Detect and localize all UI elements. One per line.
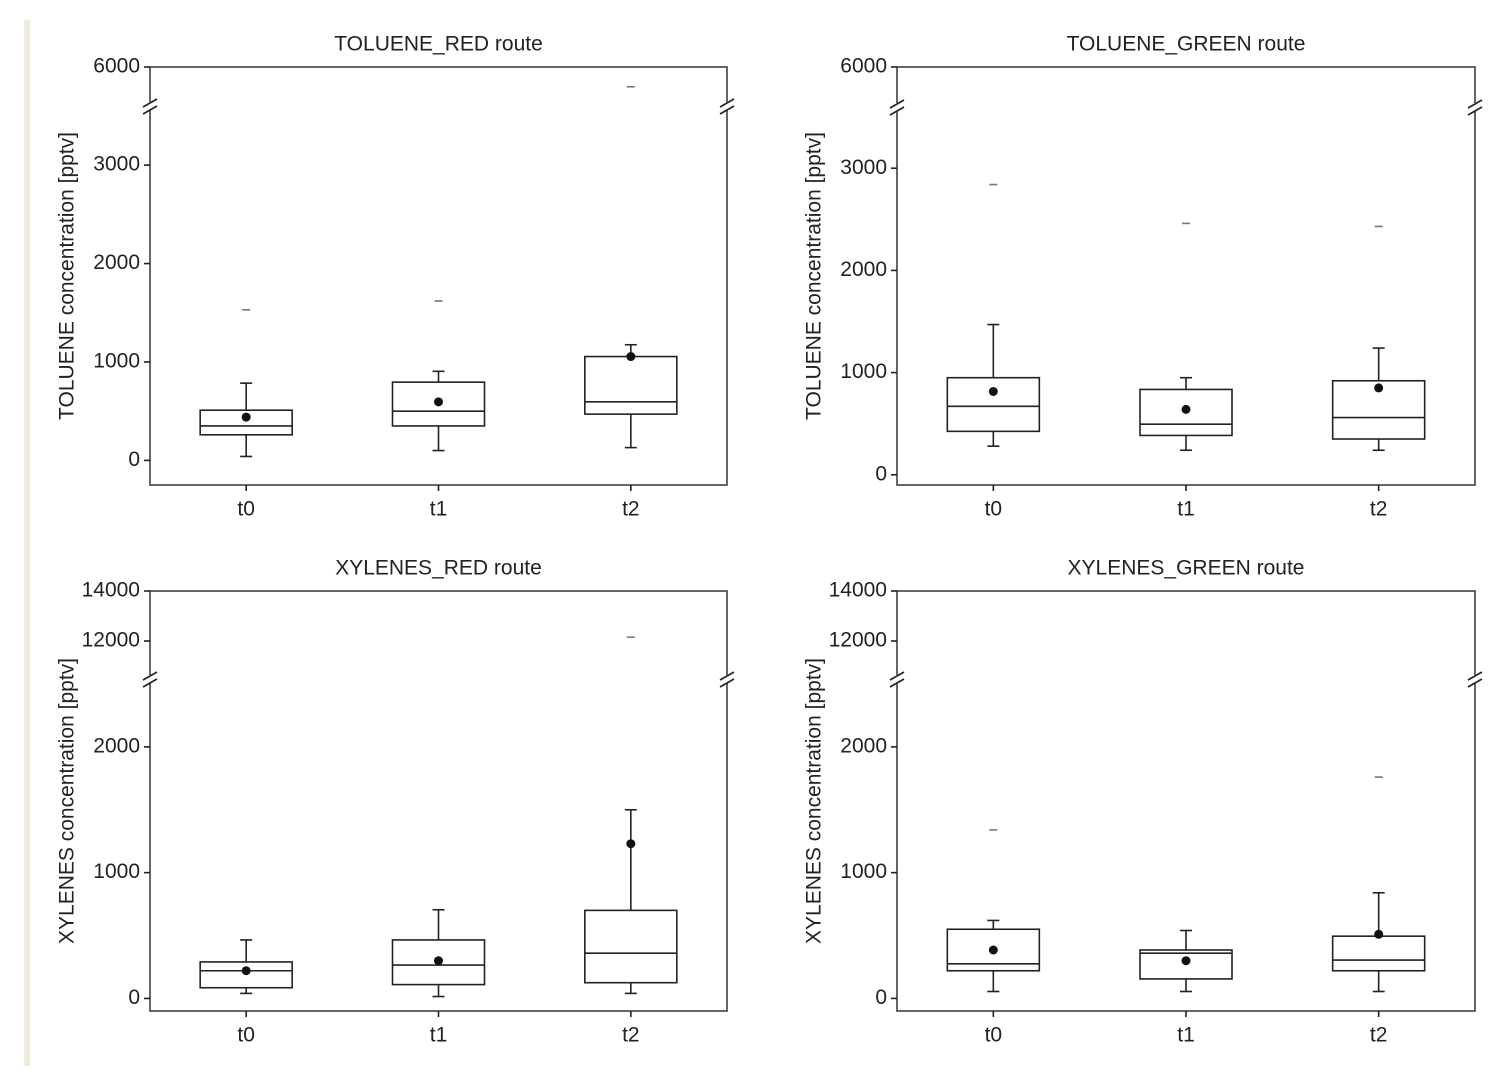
y-tick-label: 3000 [840,156,887,179]
box [1331,379,1426,440]
axis-break-mark [889,99,905,109]
axis-break-mark [142,671,158,681]
mean [1374,383,1384,393]
y-axis-label: XYLENES concentration [pptv] [56,658,79,944]
x-tick-label: t0 [985,498,1003,521]
x-tick-label: t1 [1177,1024,1195,1047]
box [1331,935,1426,972]
x-tick-label: t1 [430,1024,448,1047]
x-tick-label: t1 [430,498,448,521]
axis-break-mark [1467,106,1483,116]
y-tick-label: 1000 [840,360,887,383]
box [584,909,678,984]
y-tick-label: 12000 [82,629,140,652]
axis-break-gap [143,675,157,683]
x-tick-label: t2 [1370,498,1388,521]
axis-break-gap [890,675,904,683]
y-tick-label: 1000 [93,860,140,883]
axis-break-mark [719,98,735,108]
axis-break-mark [719,671,735,681]
chart-title: XYLENES_GREEN route [1068,557,1305,580]
y-tick-label: 2000 [840,734,887,757]
axis-break-mark [889,678,905,688]
box [1139,388,1233,437]
axis-break-mark [889,106,905,116]
mean [1374,929,1384,939]
chart-title: XYLENES_RED route [335,557,542,580]
axis-break-mark [142,678,158,688]
x-tick-label: t0 [237,1024,255,1047]
box [199,961,293,989]
mean [241,412,251,422]
axis-break-mark [1467,99,1483,109]
box [1139,949,1233,980]
x-tick-label: t2 [622,1024,640,1047]
mean [626,839,636,849]
y-tick-label: 14000 [829,579,887,602]
axis-break-mark [142,98,158,108]
y-tick-label: 0 [875,462,887,485]
box [199,409,293,436]
box [946,376,1041,433]
plot-frame [149,590,728,1012]
x-tick-label: t2 [622,498,640,521]
chart-title: TOLUENE_RED route [334,33,543,56]
y-tick-label: 0 [875,986,887,1009]
axis-break-mark [1467,678,1483,688]
y-tick-label: 2000 [93,734,140,757]
mean [434,956,443,966]
x-tick-label: t2 [1370,1024,1388,1047]
plot-frame [149,66,728,486]
axis-break-mark [1467,671,1483,681]
box [391,939,486,986]
plot-frame [896,66,1476,486]
y-tick-label: 12000 [829,629,887,652]
box [946,928,1041,972]
mean [626,352,636,362]
axis-break-gap [890,103,904,111]
mean [988,945,998,955]
x-tick-label: t0 [237,498,255,521]
y-axis-label: TOLUENE concentration [pptv] [803,132,826,420]
y-tick-label: 1000 [93,350,140,373]
box [584,355,678,415]
mean [988,386,998,396]
mean [241,966,251,976]
y-tick-label: 0 [128,986,140,1009]
box [391,381,486,427]
axis-break-gap [720,102,734,110]
axis-break-gap [1468,675,1482,683]
y-axis-label: XYLENES concentration [pptv] [803,658,826,944]
y-axis-label: TOLUENE concentration [pptv] [56,132,79,420]
axis-break-mark [889,671,905,681]
y-tick-label: 1000 [840,860,887,883]
y-tick-label: 2000 [840,258,887,281]
x-tick-label: t0 [985,1024,1003,1047]
mean [1181,404,1191,414]
axis-break-gap [143,102,157,110]
axis-break-mark [719,678,735,688]
axis-break-gap [720,675,734,683]
mean [1181,956,1191,966]
y-tick-label: 2000 [93,251,140,274]
y-tick-label: 6000 [840,55,887,78]
axis-break-mark [719,105,735,115]
y-tick-label: 14000 [82,579,140,602]
y-tick-label: 0 [128,448,140,471]
y-tick-label: 6000 [93,55,140,78]
y-tick-label: 3000 [93,153,140,176]
mean [434,397,443,407]
side-border [24,20,30,1066]
axis-break-gap [1468,103,1482,111]
x-tick-label: t1 [1177,498,1195,521]
axis-break-mark [142,105,158,115]
chart-title: TOLUENE_GREEN route [1067,33,1306,56]
